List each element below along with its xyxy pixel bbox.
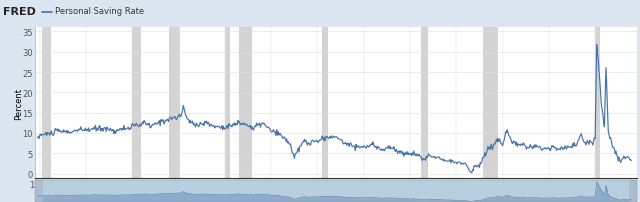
Bar	[483, 28, 498, 178]
Bar	[595, 28, 600, 178]
Bar	[132, 28, 141, 178]
Bar	[225, 28, 230, 178]
Bar	[42, 28, 51, 178]
Bar	[629, 180, 637, 202]
Y-axis label: Percent: Percent	[15, 87, 24, 119]
Text: FRED: FRED	[3, 7, 36, 17]
Text: Personal Saving Rate: Personal Saving Rate	[55, 7, 144, 16]
Bar	[239, 28, 252, 178]
Bar	[322, 28, 328, 178]
Bar	[35, 180, 43, 202]
Bar	[421, 28, 428, 178]
Bar	[169, 28, 180, 178]
